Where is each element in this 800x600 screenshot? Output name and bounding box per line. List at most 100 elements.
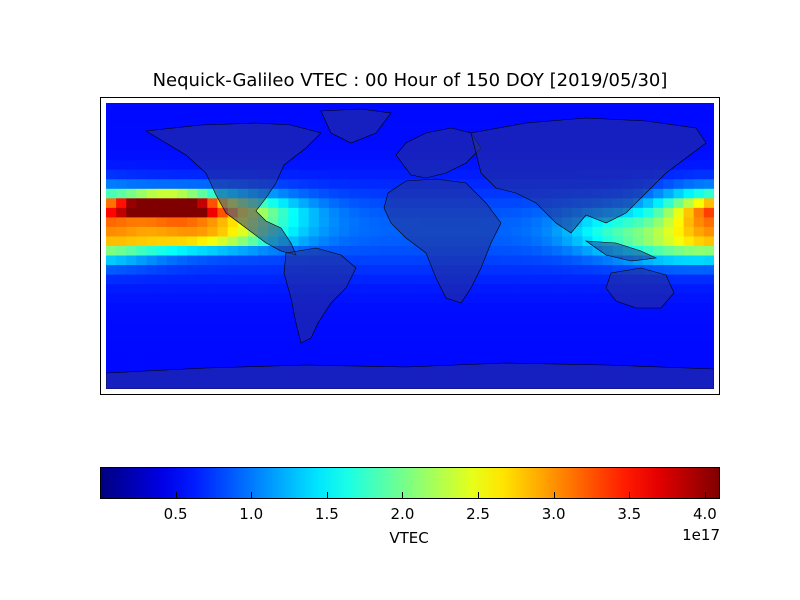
heatmap-cell [318, 169, 330, 180]
heatmap-cell [389, 331, 401, 342]
heatmap-cell [501, 255, 512, 266]
heatmap-cell [653, 112, 664, 123]
heatmap-cell [207, 303, 218, 314]
heatmap-cell [146, 350, 158, 361]
heatmap-cell [511, 207, 522, 218]
heatmap-cell [399, 255, 411, 266]
heatmap-cell [156, 188, 168, 199]
heatmap-cell [146, 188, 158, 199]
heatmap-cell [683, 303, 695, 314]
south-america [283, 247, 357, 344]
heatmap-cell [592, 255, 604, 266]
heatmap-cell [298, 160, 310, 171]
heatmap-cell [491, 207, 502, 218]
heatmap-cell [491, 246, 502, 257]
heatmap-cell [653, 188, 664, 199]
heatmap-cell [156, 303, 168, 314]
heatmap-cell [399, 293, 411, 304]
map-frame [100, 97, 720, 395]
heatmap-cell [683, 322, 695, 333]
heatmap-cell [136, 293, 148, 304]
heatmap-cell [106, 112, 117, 123]
heatmap-cell [602, 236, 614, 247]
heatmap-cell [146, 341, 158, 352]
heatmap-cell [511, 265, 522, 276]
heatmap-cell [227, 312, 239, 323]
heatmap-cell [106, 293, 117, 304]
heatmap-cell [551, 226, 563, 237]
heatmap-cell [369, 274, 381, 285]
heatmap-cell [359, 198, 370, 209]
heatmap-cell [521, 331, 533, 342]
heatmap-cell [693, 312, 705, 323]
heatmap-cell [622, 360, 634, 371]
heatmap-cell [480, 274, 492, 285]
heatmap-cell [572, 293, 583, 304]
heatmap-cell [217, 226, 229, 237]
heatmap-cell [328, 217, 340, 228]
heatmap-cell [703, 103, 714, 114]
heatmap-cell [470, 274, 482, 285]
heatmap-cell [440, 312, 452, 323]
heatmap-cell [693, 274, 705, 285]
heatmap-cell [582, 312, 593, 323]
heatmap-cell [663, 236, 674, 247]
heatmap-cell [116, 274, 127, 285]
heatmap-cell [491, 236, 502, 247]
heatmap-cell [541, 103, 553, 114]
heatmap-cell [146, 284, 158, 295]
heatmap-cell [673, 198, 685, 209]
heatmap-cell [217, 217, 229, 228]
heatmap-cell [673, 169, 685, 180]
heatmap-cell [247, 360, 259, 371]
heatmap-cell [136, 141, 148, 152]
heatmap-cell [187, 341, 198, 352]
heatmap-cell [126, 236, 137, 247]
heatmap-cell [176, 341, 188, 352]
heatmap-cell [399, 284, 411, 295]
heatmap-cell [430, 122, 441, 133]
heatmap-cell [592, 312, 604, 323]
heatmap-cell [106, 160, 117, 171]
heatmap-cell [663, 169, 674, 180]
heatmap-cell [106, 284, 117, 295]
heatmap-cell [703, 198, 714, 209]
heatmap-cell [460, 331, 472, 342]
heatmap-cell [501, 207, 512, 218]
heatmap-cell [166, 293, 178, 304]
heatmap-cell [562, 226, 573, 237]
heatmap-cell [410, 331, 421, 342]
heatmap-cell [237, 236, 249, 247]
heatmap-cell [653, 255, 664, 266]
heatmap-cell [136, 150, 148, 161]
heatmap-cell [328, 341, 340, 352]
heatmap-cell [227, 360, 239, 371]
heatmap-cell [349, 312, 360, 323]
heatmap-cell [531, 274, 543, 285]
heatmap-cell [440, 293, 452, 304]
heatmap-cell [136, 350, 148, 361]
heatmap-cell [298, 198, 310, 209]
heatmap-cell [460, 312, 472, 323]
heatmap-cell [673, 103, 685, 114]
heatmap-cell [673, 360, 685, 371]
heatmap-cell [166, 198, 178, 209]
heatmap-cell [328, 160, 340, 171]
heatmap-cell [389, 350, 401, 361]
heatmap-cell [399, 131, 411, 142]
heatmap-cell [217, 341, 229, 352]
heatmap-cell [379, 331, 391, 342]
heatmap-cell [622, 350, 634, 361]
heatmap-cell [227, 341, 239, 352]
heatmap-cell [258, 350, 269, 361]
heatmap-cell [166, 312, 178, 323]
heatmap-cell [146, 331, 158, 342]
heatmap-cell [480, 255, 492, 266]
heatmap-cell [693, 198, 705, 209]
heatmap-cell [328, 312, 340, 323]
heatmap-cell [703, 112, 714, 123]
heatmap-cell [491, 303, 502, 314]
heatmap-cell [176, 112, 188, 123]
heatmap-cell [278, 303, 289, 314]
heatmap-cell [156, 122, 168, 133]
